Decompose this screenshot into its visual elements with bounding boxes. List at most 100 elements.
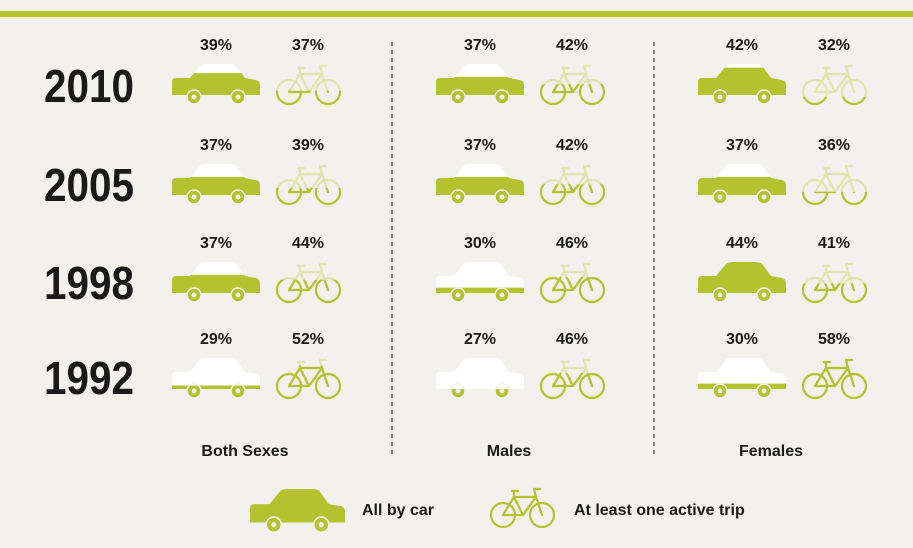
value-label: 30% (464, 235, 496, 252)
icon-fill (172, 73, 260, 105)
value-label: 42% (556, 137, 588, 154)
column-label: Females (739, 443, 803, 460)
icon-fill (698, 67, 786, 105)
bike-wheel (840, 191, 868, 206)
car-hub (717, 94, 723, 100)
car-body (436, 262, 524, 293)
value-label: 37% (200, 137, 232, 154)
bike-wheel (314, 90, 342, 106)
year-label: 1998 (44, 257, 134, 309)
car-body (698, 358, 786, 389)
value-label: 32% (818, 37, 850, 54)
car-body (250, 489, 346, 523)
top-rule (0, 11, 913, 17)
bike-wheel (314, 279, 342, 304)
bike-frame (551, 373, 594, 388)
column-label: Both Sexes (201, 443, 288, 460)
car-hub (717, 194, 723, 200)
bike-wheel (578, 373, 606, 400)
value-label: 39% (200, 37, 232, 54)
bike-frame (287, 279, 330, 292)
value-label: 42% (556, 37, 588, 54)
bike-icon (801, 64, 868, 106)
bike-wheel (578, 277, 606, 304)
bike-wheel (314, 188, 342, 206)
value-label: 42% (726, 37, 758, 54)
car-icon (436, 164, 524, 205)
car-icon (250, 489, 346, 534)
car-hub (455, 194, 461, 200)
icon-fill (698, 262, 786, 303)
year-label: 2010 (44, 60, 134, 112)
car-icon (172, 358, 260, 399)
car-icon (436, 358, 524, 399)
icon-fill (436, 287, 524, 303)
value-label: 37% (292, 37, 324, 54)
car-hub (455, 389, 461, 394)
bike-icon (539, 358, 606, 400)
car-icon (698, 358, 786, 399)
car-icon (172, 64, 260, 105)
icon-fill (801, 283, 868, 304)
icon-fill (801, 358, 868, 400)
car-hub (191, 388, 197, 394)
icon-fill (172, 385, 260, 399)
icon-fill (450, 389, 510, 399)
icon-fill (698, 176, 786, 205)
bike-icon (539, 64, 606, 106)
icon-fill (250, 489, 346, 534)
car-hub (761, 94, 767, 100)
car-icon (698, 164, 786, 205)
legend-label: At least one active trip (574, 502, 745, 519)
car-hub (235, 94, 241, 100)
bike-icon (801, 358, 868, 400)
bike-frame (813, 64, 856, 94)
car-icon (698, 262, 786, 303)
car-hub (717, 388, 723, 394)
car-hub (761, 194, 767, 200)
car-body (698, 262, 786, 293)
bike-frame (551, 277, 594, 292)
icon-fill (275, 90, 342, 106)
value-label: 44% (726, 235, 758, 252)
value-label: 52% (292, 331, 324, 348)
icon-fill (802, 96, 867, 106)
icon-fill (801, 191, 868, 206)
value-label: 46% (556, 235, 588, 252)
bike-frame (813, 191, 856, 194)
car-hub (499, 194, 505, 200)
value-label: 29% (200, 331, 232, 348)
icon-fill (539, 84, 606, 106)
car-hub (235, 388, 241, 394)
value-label: 27% (464, 331, 496, 348)
car-hub (235, 194, 241, 200)
car-hub (191, 194, 197, 200)
year-label: 1992 (44, 352, 134, 404)
bike-icon (539, 164, 606, 206)
car-wheel (494, 389, 510, 399)
bike-wheel (578, 84, 606, 106)
car-hub (761, 388, 767, 394)
bike-icon (801, 164, 868, 206)
icon-fill (436, 176, 524, 205)
car-hub (235, 292, 241, 298)
bike-frame (813, 283, 856, 292)
car-hub (761, 292, 767, 298)
car-hub (191, 292, 197, 298)
year-label: 2005 (44, 159, 134, 211)
value-label: 46% (556, 331, 588, 348)
bike-wheel (841, 96, 867, 106)
value-label: 39% (292, 137, 324, 154)
bike-wheel (802, 96, 828, 106)
value-label: 37% (726, 137, 758, 154)
car-body (172, 358, 260, 389)
icon-fill (539, 184, 606, 206)
value-label: 58% (818, 331, 850, 348)
bike-icon (801, 262, 868, 304)
icon-fill (698, 383, 786, 399)
car-hub (191, 94, 197, 100)
bike-icon (275, 262, 342, 304)
value-label: 37% (464, 137, 496, 154)
icon-fill (436, 76, 524, 105)
